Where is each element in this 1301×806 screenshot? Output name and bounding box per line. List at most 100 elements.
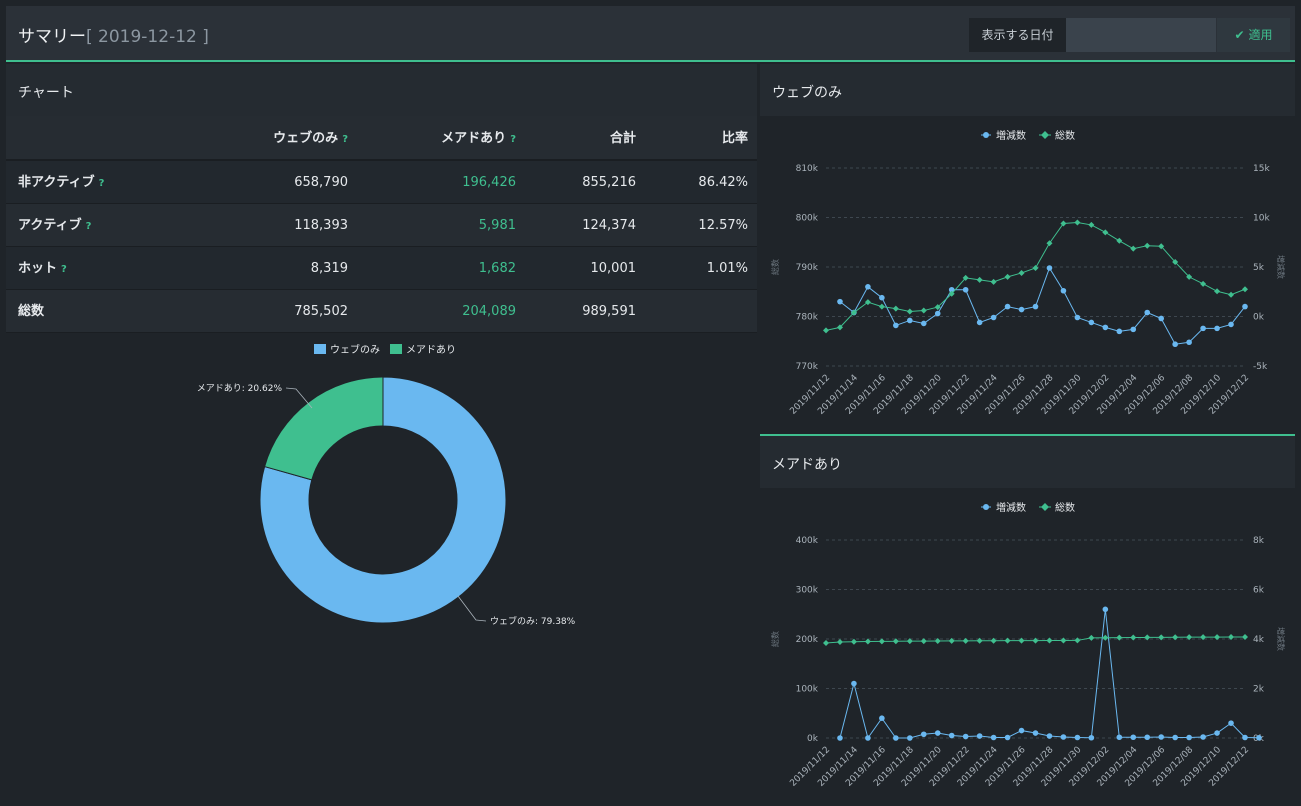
- date-input[interactable]: [1066, 18, 1216, 52]
- y-left-tick: 800k: [796, 214, 819, 224]
- table-row: アクティブ? 118,393 5,981 124,374 12.57%: [6, 204, 757, 247]
- data-point-total: [976, 637, 983, 644]
- help-icon[interactable]: ?: [342, 134, 348, 145]
- data-point-total: [1158, 243, 1165, 250]
- legend-label: 総数: [1055, 129, 1075, 142]
- data-point-total: [1004, 637, 1011, 644]
- y-right-tick: 4k: [1253, 635, 1265, 645]
- cell-mail: 196,426: [462, 175, 516, 190]
- data-point-total: [1074, 637, 1081, 644]
- data-point-total: [1158, 634, 1165, 641]
- data-point-delta: [1186, 734, 1192, 741]
- data-point-total: [1004, 273, 1011, 280]
- data-point-total: [906, 308, 913, 315]
- data-point-delta: [1200, 734, 1206, 740]
- data-point-delta: [1130, 326, 1137, 333]
- cell-total: 855,216: [582, 175, 636, 190]
- data-point-delta: [907, 317, 913, 324]
- data-point-delta: [1088, 734, 1095, 741]
- legend-label: メアドあり: [406, 344, 456, 356]
- data-point-delta: [934, 310, 941, 317]
- data-point-delta: [920, 731, 927, 738]
- y-left-tick: 770k: [796, 362, 819, 372]
- y-right-tick: 2k: [1253, 685, 1265, 695]
- legend-swatch: [390, 344, 402, 354]
- data-point-total: [1130, 634, 1137, 641]
- data-point-total: [934, 637, 941, 644]
- table-row: ホット? 8,319 1,682 10,001 1.01%: [6, 247, 757, 290]
- data-point-delta: [1102, 324, 1109, 331]
- apply-button[interactable]: ✔ 適用: [1217, 18, 1290, 52]
- data-point-total: [1214, 288, 1221, 295]
- data-point-delta: [879, 294, 885, 301]
- data-point-delta: [1116, 734, 1123, 741]
- web-only-title: ウェブのみ: [772, 85, 842, 101]
- data-point-total: [878, 303, 885, 310]
- summary-table: ウェブのみ? メアドあり? 合計 比率 非アクティブ? 658,790 196,…: [6, 116, 757, 333]
- top-bar: サマリー[ 2019-12-12 ] 表示する日付 ✔ 適用: [6, 6, 1295, 62]
- data-point-delta: [837, 735, 843, 741]
- help-icon[interactable]: ?: [61, 264, 67, 275]
- row-label-text: 非アクティブ: [18, 175, 95, 190]
- y-right-tick: 10k: [1253, 214, 1270, 224]
- data-point-delta: [934, 730, 941, 736]
- data-point-total: [1228, 291, 1235, 298]
- y-left-tick: 810k: [796, 164, 819, 174]
- data-point-delta: [1102, 606, 1109, 613]
- data-point-total: [1032, 264, 1039, 271]
- data-point-delta: [893, 322, 899, 329]
- data-point-delta: [1004, 734, 1011, 741]
- web-only-panel: ウェブのみ 増減数 総数 770k -5k 780k 0k 790k 5k 800k 10k 810…: [760, 64, 1295, 432]
- page-title-date: [ 2019-12-12 ]: [86, 27, 209, 47]
- cell-total: 124,374: [582, 218, 636, 233]
- y-left-tick: 790k: [796, 263, 819, 273]
- data-point-delta: [1214, 730, 1220, 736]
- data-point-delta: [1242, 734, 1248, 741]
- y-right-tick: -5k: [1253, 362, 1268, 372]
- slice-label-mail: メアドあり: 20.62%: [197, 383, 283, 394]
- data-point-delta: [851, 680, 857, 687]
- y-right-tick: 15k: [1253, 164, 1270, 174]
- series-line-total: [825, 221, 1246, 331]
- data-point-total: [948, 637, 955, 644]
- y-right-tick: 5k: [1253, 263, 1265, 273]
- cell-total: 989,591: [582, 304, 636, 319]
- data-point-delta: [1158, 734, 1164, 740]
- row-label-text: アクティブ: [18, 218, 82, 233]
- data-point-delta: [1004, 303, 1011, 310]
- y-right-tick: 6k: [1253, 586, 1265, 596]
- row-label: 非アクティブ?: [18, 161, 238, 203]
- data-point-delta: [1172, 734, 1178, 741]
- data-point-delta: [893, 735, 899, 741]
- data-point-total: [1102, 229, 1109, 236]
- data-point-total: [906, 638, 913, 645]
- data-point-delta: [1074, 314, 1081, 321]
- data-point-total: [1060, 220, 1067, 227]
- row-label: 総数: [18, 304, 45, 319]
- data-point-delta: [1172, 341, 1178, 348]
- data-point-total: [976, 276, 983, 283]
- header-cell-total: 合計: [609, 131, 636, 146]
- data-point-delta: [1032, 303, 1039, 310]
- help-icon[interactable]: ?: [85, 221, 92, 232]
- y-left-axis-label: 総数: [770, 259, 780, 275]
- legend-label: 増減数: [996, 501, 1026, 514]
- cell-web: 8,319: [310, 261, 348, 276]
- header-cell-mail: メアドあり?: [366, 116, 516, 159]
- data-point-total: [934, 304, 941, 311]
- help-icon[interactable]: ?: [98, 178, 105, 189]
- data-point-delta: [1144, 309, 1151, 316]
- chart-panel-title: チャート: [18, 85, 74, 101]
- cell-mail: 204,089: [462, 304, 516, 319]
- help-icon[interactable]: ?: [510, 134, 516, 145]
- date-label: 表示する日付: [969, 18, 1066, 52]
- data-point-delta: [865, 735, 871, 741]
- data-point-total: [892, 305, 899, 312]
- data-point-delta: [1158, 315, 1164, 322]
- cell-web: 118,393: [294, 218, 348, 233]
- data-point-total: [1032, 637, 1039, 644]
- data-point-delta: [1018, 306, 1025, 313]
- data-point-total: [1172, 634, 1179, 641]
- y-right-tick: 0k: [1253, 313, 1265, 323]
